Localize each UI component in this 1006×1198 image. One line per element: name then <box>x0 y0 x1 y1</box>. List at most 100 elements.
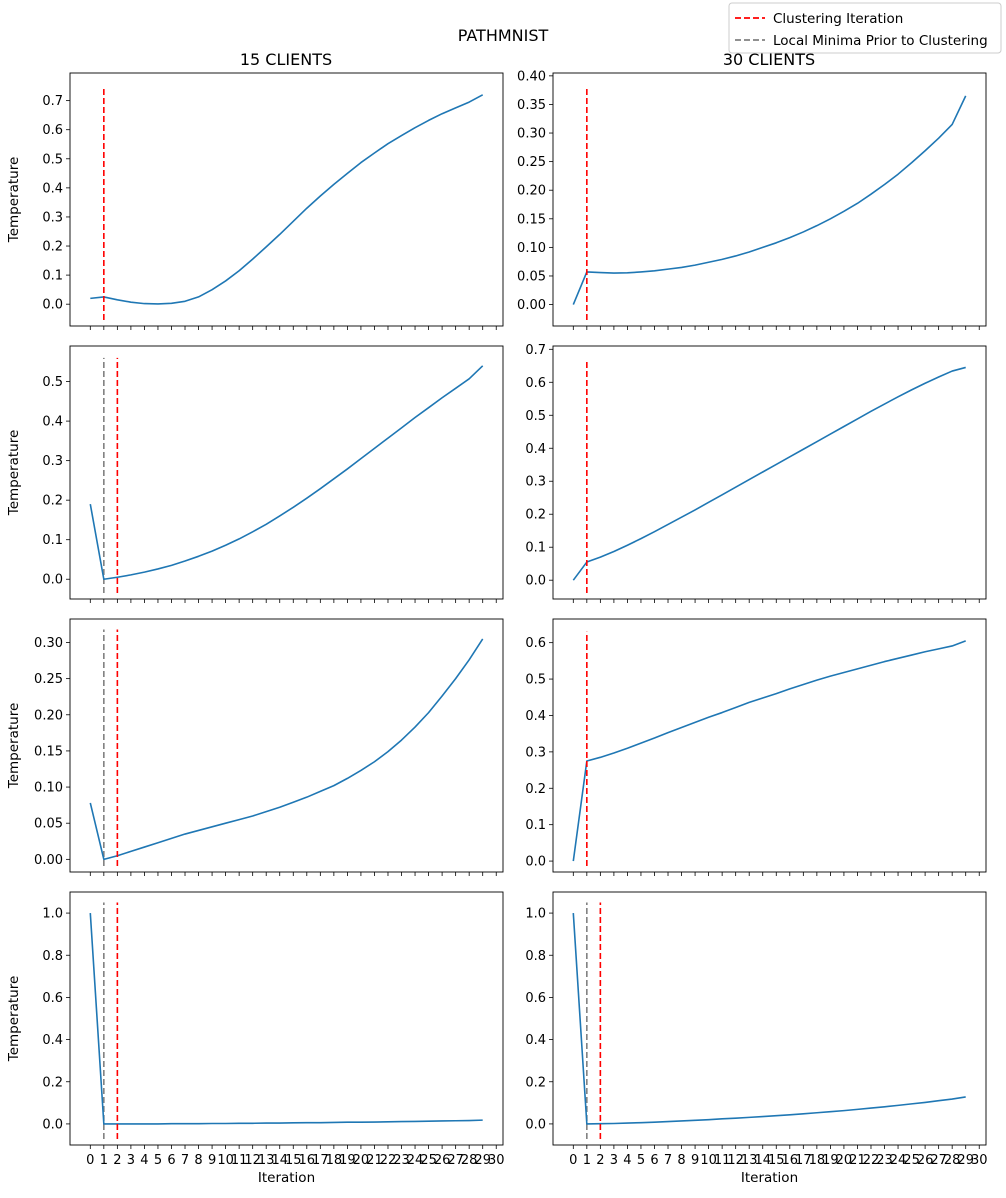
y-tick-label: 0.2 <box>525 782 546 797</box>
y-tick-label: 0.6 <box>525 636 546 651</box>
x-tick-label: 29 <box>957 1153 974 1168</box>
y-axis-label: Temperature <box>6 430 22 517</box>
y-tick-label: 0.5 <box>42 375 63 390</box>
x-tick-label: 26 <box>917 1153 934 1168</box>
y-tick-label: 0.00 <box>517 298 546 313</box>
y-tick-label: 0.0 <box>42 1117 63 1132</box>
x-tick-label: 5 <box>637 1153 645 1168</box>
x-tick-label: 10 <box>700 1153 717 1168</box>
y-tick-label: 0.6 <box>525 991 546 1006</box>
x-tick-label: 25 <box>420 1153 437 1168</box>
x-tick-label: 21 <box>849 1153 866 1168</box>
y-tick-label: 0.0 <box>525 855 546 870</box>
x-tick-label: 1 <box>100 1153 108 1168</box>
series-line <box>89 638 484 861</box>
x-tick-label: 27 <box>447 1153 464 1168</box>
subplot-r3-c2: 0.0 0.1 0.2 0.3 0.4 0.5 0.6 <box>525 618 987 876</box>
x-tick-label: 10 <box>217 1153 234 1168</box>
y-tick-label: 0.0 <box>42 298 63 313</box>
subplot-r4-c2: 0.00.20.40.60.81.00 1 2 3 4 5 6 7 8 9 101112131415… <box>525 891 988 1186</box>
y-tick-label: 0.5 <box>525 673 546 688</box>
y-tick-label: 0.4 <box>525 709 546 724</box>
axes-frame <box>552 345 987 600</box>
x-tick-label: 22 <box>863 1153 880 1168</box>
column-title-15-clients: 15 CLIENTS <box>240 50 332 69</box>
y-tick-label: 0.5 <box>525 409 546 424</box>
y-tick-label: 0.7 <box>525 343 546 358</box>
y-tick-label: 0.2 <box>42 1075 63 1090</box>
x-tick-label: 14 <box>271 1153 288 1168</box>
legend-label-clustering: Clustering Iteration <box>773 11 903 27</box>
y-tick-label: 0.15 <box>34 744 63 759</box>
x-tick-label: 4 <box>140 1153 148 1168</box>
x-tick-label: 1 <box>583 1153 591 1168</box>
x-tick-label: 17 <box>312 1153 329 1168</box>
x-tick-label: 12 <box>244 1153 261 1168</box>
legend-frame <box>728 2 1002 54</box>
y-tick-label: 0.4 <box>42 181 63 196</box>
x-tick-label: 23 <box>876 1153 893 1168</box>
y-tick-label: 0.40 <box>517 69 546 84</box>
x-tick-label: 5 <box>154 1153 162 1168</box>
x-tick-label: 29 <box>474 1153 491 1168</box>
x-tick-label: 17 <box>795 1153 812 1168</box>
y-axis-label: Temperature <box>6 703 22 790</box>
y-tick-label: 0.2 <box>42 494 63 509</box>
y-tick-label: 0.5 <box>42 152 63 167</box>
legend-label-local-minima: Local Minima Prior to Clustering <box>773 33 988 49</box>
y-tick-label: 0.4 <box>42 415 63 430</box>
y-tick-label: 0.20 <box>34 708 63 723</box>
y-tick-label: 0.25 <box>517 155 546 170</box>
y-tick-label: 0.0 <box>525 1117 546 1132</box>
y-tick-label: 0.1 <box>42 533 63 548</box>
y-tick-label: 0.2 <box>42 240 63 255</box>
x-tick-label: 30 <box>971 1153 988 1168</box>
axes-frame <box>552 891 987 1146</box>
x-tick-label: 18 <box>809 1153 826 1168</box>
subplot-grid: 0.00.10.20.30.40.50.60.7Temperature0.000… <box>6 69 988 1186</box>
legend: Clustering Iteration Local Minima Prior … <box>728 2 1002 54</box>
series-line <box>89 913 483 1125</box>
y-tick-label: 0.05 <box>517 269 546 284</box>
x-tick-label: 8 <box>194 1153 202 1168</box>
y-tick-label: 0.8 <box>42 949 63 964</box>
subplot-r1-c2: 0.00 0.05 0.10 0.15 0.20 0.25 0.30 0.35 0.40 <box>517 69 987 330</box>
x-tick-label: 2 <box>596 1153 604 1168</box>
subplot-r4-c1: 0.00.20.40.60.81.00 1 2 3 4 5 6 7 8 9 101112131415… <box>6 891 505 1186</box>
x-tick-label: 28 <box>944 1153 961 1168</box>
y-axis-label: Temperature <box>6 976 22 1063</box>
subplot-r1-c1: 0.0 0.1 0.2 0.3 0.4 0.5 0.6 0.7 Temperature <box>6 72 504 330</box>
y-tick-label: 0.4 <box>42 1033 63 1048</box>
axes-frame <box>69 618 504 873</box>
y-tick-label: 0.1 <box>525 818 546 833</box>
y-tick-label: 0.00 <box>34 853 63 868</box>
axes-frame <box>552 72 987 327</box>
x-tick-label: 24 <box>407 1153 424 1168</box>
y-tick-label: 0.7 <box>42 94 63 109</box>
axes-frame <box>69 72 504 327</box>
x-tick-label: 28 <box>461 1153 478 1168</box>
y-tick-label: 0.20 <box>517 184 546 199</box>
column-title-30-clients: 30 CLIENTS <box>723 50 815 69</box>
x-tick-label: 20 <box>836 1153 853 1168</box>
x-tick-label: 15 <box>285 1153 302 1168</box>
y-tick-label: 0.6 <box>42 123 63 138</box>
x-tick-label: 25 <box>903 1153 920 1168</box>
series-line <box>90 94 484 305</box>
y-tick-label: 0.6 <box>42 991 63 1006</box>
x-tick-label: 3 <box>127 1153 135 1168</box>
y-tick-label: 0.4 <box>525 442 546 457</box>
x-tick-label: 7 <box>181 1153 189 1168</box>
x-tick-label: 6 <box>167 1153 175 1168</box>
x-tick-label: 23 <box>393 1153 410 1168</box>
x-tick-label: 13 <box>258 1153 275 1168</box>
axes-frame <box>552 618 987 873</box>
y-tick-label: 0.3 <box>525 475 546 490</box>
x-tick-label: 0 <box>86 1153 94 1168</box>
series-line <box>572 95 967 305</box>
x-tick-label: 18 <box>326 1153 343 1168</box>
y-tick-label: 0.10 <box>517 241 546 256</box>
x-tick-label: 27 <box>930 1153 947 1168</box>
x-tick-label: 7 <box>664 1153 672 1168</box>
